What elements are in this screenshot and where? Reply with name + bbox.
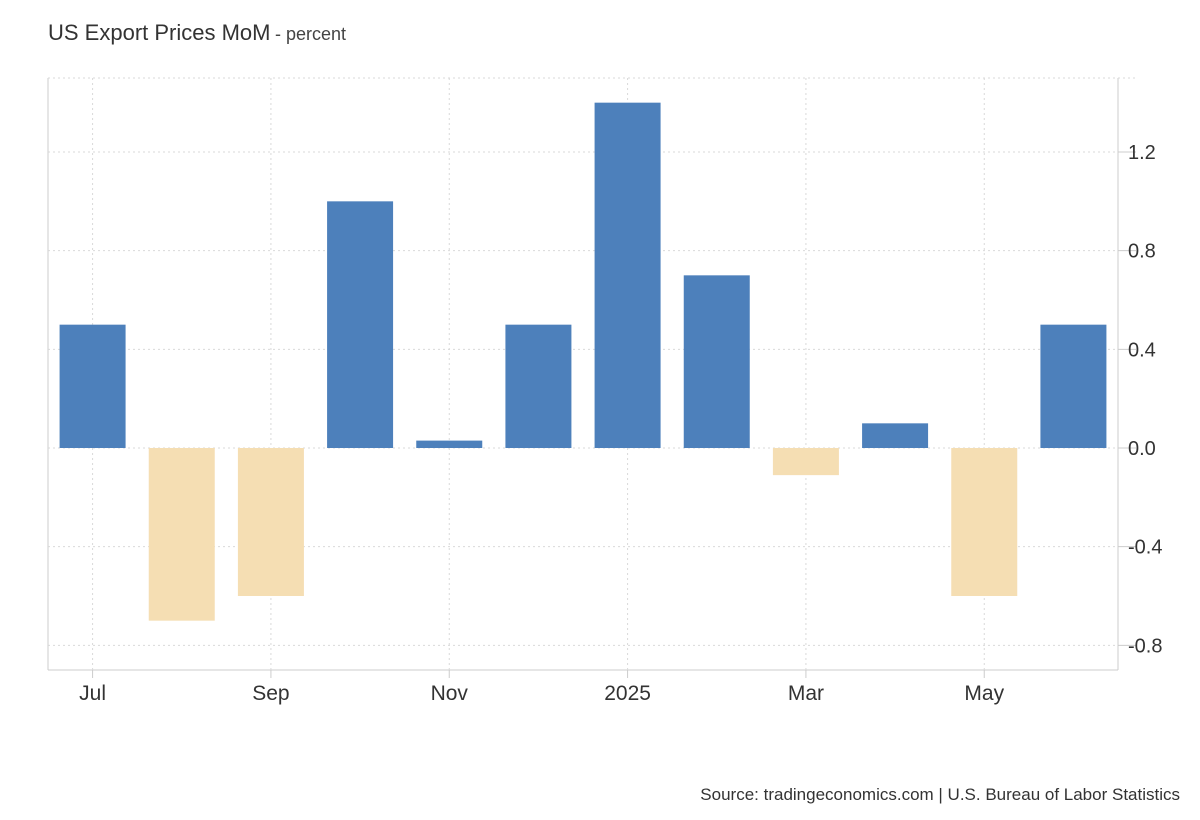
bar-oct xyxy=(327,201,394,448)
x-tick-label: Nov xyxy=(431,682,469,705)
bar-sep xyxy=(237,448,304,596)
y-tick-label: -0.8 xyxy=(1128,635,1162,657)
y-tick-label: 0.0 xyxy=(1128,438,1156,460)
chart-subtitle: - percent xyxy=(274,24,346,44)
y-tick-label: 0.8 xyxy=(1128,241,1156,263)
y-tick-label: 0.4 xyxy=(1128,339,1156,361)
bar-aug xyxy=(148,448,215,621)
x-tick-label: Mar xyxy=(788,682,824,705)
chart-title-row: US Export Prices MoM - percent xyxy=(48,20,346,46)
bar-dec xyxy=(505,324,572,448)
y-tick-label: -0.4 xyxy=(1128,537,1162,559)
x-tick-label: 2025 xyxy=(604,682,651,705)
bar-2025 xyxy=(594,102,661,449)
chart-title: US Export Prices MoM xyxy=(48,20,271,45)
y-tick-label: 1.2 xyxy=(1128,142,1156,164)
bar-apr xyxy=(862,423,929,448)
x-tick-label: May xyxy=(964,682,1004,705)
bar-jun xyxy=(1040,324,1107,448)
x-tick-label: Sep xyxy=(252,682,289,705)
bar-jul xyxy=(59,324,126,448)
source-note: Source: tradingeconomics.com | U.S. Bure… xyxy=(700,785,1180,804)
bar-mar xyxy=(772,448,839,476)
bar-feb xyxy=(683,275,750,448)
x-tick-label: Jul xyxy=(79,682,106,705)
bar-nov xyxy=(416,440,483,448)
bar-may xyxy=(951,448,1018,596)
